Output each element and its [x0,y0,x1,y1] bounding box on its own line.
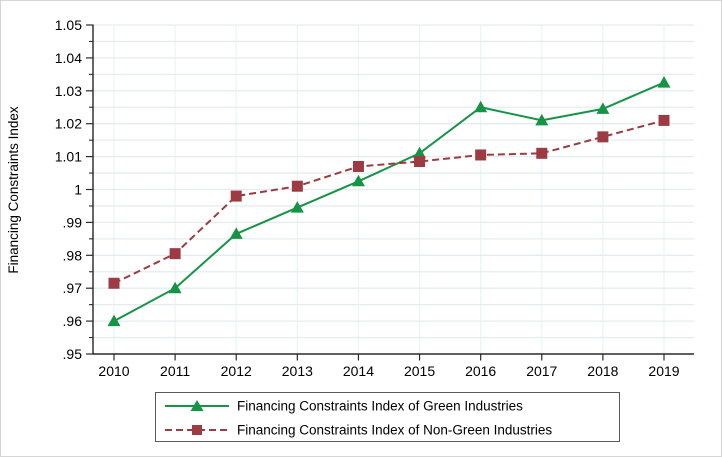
x-tick-label: 2017 [526,363,557,379]
series-line-green [113,81,665,322]
triangle-marker-icon [535,113,549,126]
x-tick-label: 2016 [465,363,496,379]
x-tick-label: 2015 [404,363,435,379]
x-tick-label: 2010 [98,363,129,379]
x-tick-label: 2012 [221,363,252,379]
legend-box [155,392,620,442]
y-tick-label: 1.05 [55,17,82,33]
y-tick-label: .96 [63,313,83,329]
x-tick-label: 2011 [160,363,190,379]
y-tick-label: .95 [63,346,83,362]
legend-triangle-marker-icon [190,400,204,411]
axes-layer: 1.05 1.04 1.03 1.02 1.01 1 .99 .98 .97 .96 .95 2010… [55,17,694,379]
square-marker-icon [475,149,487,161]
y-tick-label: 1.03 [55,83,82,99]
triangle-marker-icon [290,201,304,213]
y-axis-title: Financing Constraints Index [6,106,21,274]
y-tick-label: 1.01 [55,149,82,165]
square-marker-icon [230,190,242,202]
gridlines-layer [93,24,694,354]
series-layer [107,76,671,327]
x-tick-label: 2013 [282,363,313,379]
y-tick-label: 1.04 [55,50,82,66]
triangle-marker-icon [229,227,243,239]
x-tick-label: 2018 [587,363,618,379]
triangle-marker-icon [413,146,427,159]
square-marker-icon [352,160,364,172]
legend-square-marker-icon [192,425,202,435]
square-marker-icon [658,114,670,126]
y-tick-label: .97 [63,280,83,296]
square-marker-icon [169,248,181,260]
legend: Financing Constraints Index of Green Ind… [155,392,620,442]
x-tick-label: 2019 [648,363,679,379]
y-tick-label: 1.02 [55,116,82,132]
legend-entry-green: Financing Constraints Index of Green Ind… [165,399,523,414]
triangle-marker-icon [657,76,671,88]
y-tick-label: .98 [63,247,83,263]
series-line-non-green [113,119,665,285]
y-tick-label: 1 [74,182,82,198]
triangle-marker-icon [351,174,365,187]
legend-label-non-green: Financing Constraints Index of Non-Green… [237,423,552,438]
square-marker-icon [414,156,426,168]
triangle-marker-icon [107,314,121,327]
square-marker-icon [108,277,120,289]
triangle-marker-icon [474,100,488,113]
square-marker-icon [597,131,609,143]
triangle-marker-icon [596,102,610,114]
x-tick-label: 2014 [343,363,374,379]
y-tick-label: .99 [63,214,83,230]
square-marker-icon [536,147,548,159]
legend-label-green: Financing Constraints Index of Green Ind… [237,399,523,414]
triangle-marker-icon [168,281,182,294]
square-marker-icon [291,180,303,192]
legend-entry-non-green: Financing Constraints Index of Non-Green… [165,423,552,438]
